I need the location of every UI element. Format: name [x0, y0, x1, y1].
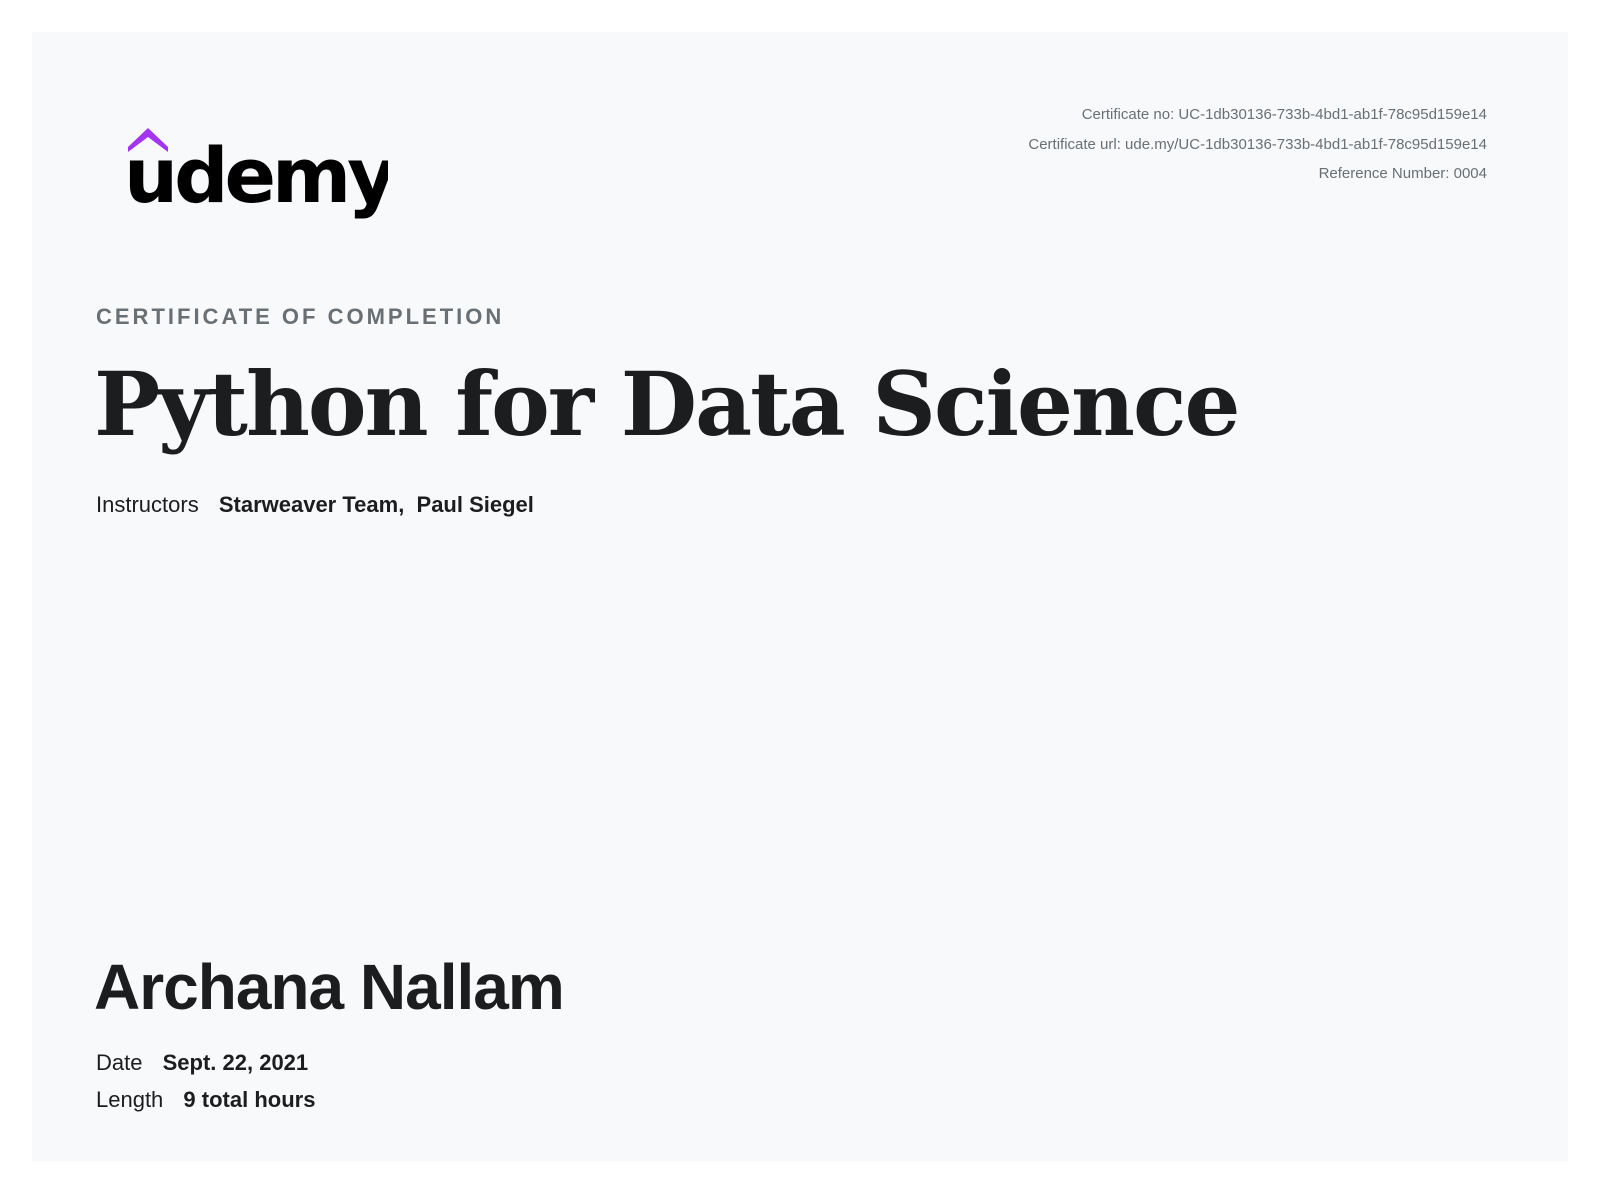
instructors: Instructors Starweaver Team, Paul Siegel	[96, 492, 534, 518]
recipient-name: Archana Nallam	[94, 951, 565, 1023]
reference-number: Reference Number: 0004	[1318, 165, 1487, 182]
instructors-label: Instructors	[96, 492, 199, 517]
date-label: Date	[96, 1050, 143, 1075]
date-row: Date Sept. 22, 2021	[96, 1050, 308, 1076]
length-value: 9 total hours	[183, 1087, 316, 1112]
certificate-card: udemy	[32, 32, 1568, 1161]
udemy-logo: udemy	[128, 128, 388, 220]
certificate-url: Certificate url: ude.my/UC-1db30136-733b…	[1028, 135, 1487, 153]
length-label: Length	[96, 1087, 164, 1112]
certificate-eyebrow: CERTIFICATE OF COMPLETION	[96, 304, 505, 329]
length-row: Length 9 total hours	[96, 1087, 315, 1113]
course-title: Python for Data Science	[94, 352, 1241, 456]
certificate-meta: Certificate no: UC-1db30136-733b-4bd1-ab…	[1028, 100, 1487, 189]
date-value: Sept. 22, 2021	[162, 1050, 309, 1075]
certificate-number: Certificate no: UC-1db30136-733b-4bd1-ab…	[1081, 106, 1487, 123]
svg-text:udemy: udemy	[128, 131, 388, 220]
instructors-names: Starweaver Team, Paul Siegel	[218, 492, 534, 517]
